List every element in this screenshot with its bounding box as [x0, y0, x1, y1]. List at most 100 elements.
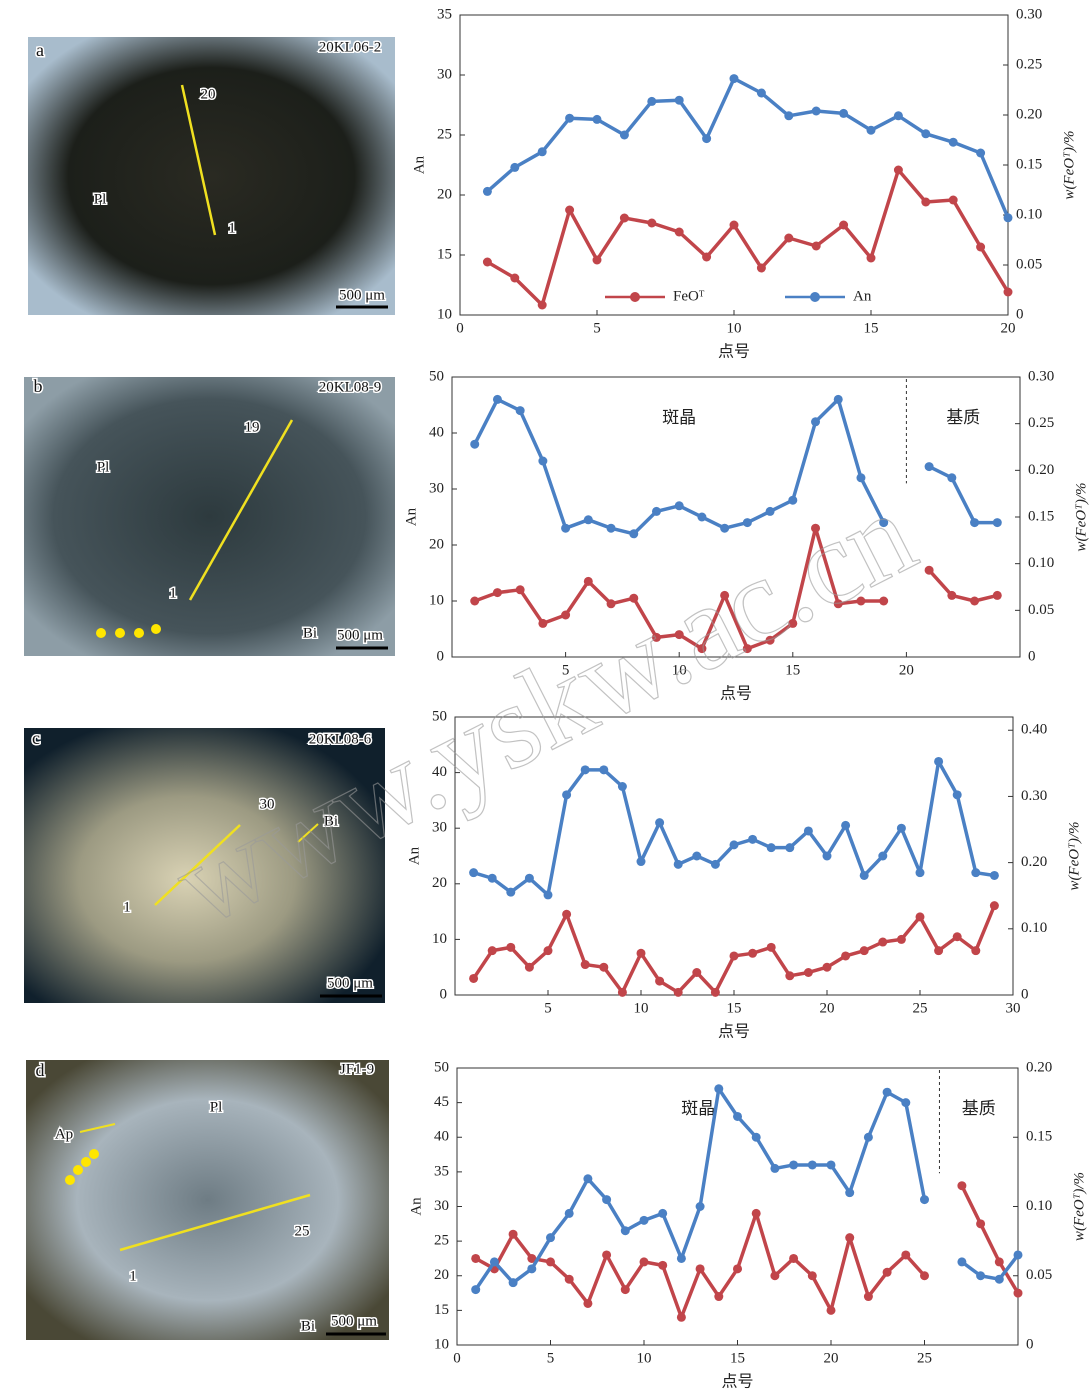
data-point: [658, 1208, 668, 1218]
y-tick-label: 0: [440, 986, 448, 1002]
data-point: [673, 987, 683, 997]
data-point: [561, 610, 571, 620]
y-tick-label: 45: [434, 1094, 449, 1110]
x-tick-label: 5: [562, 662, 570, 678]
data-point: [952, 790, 962, 800]
y2-tick-label: 0.15: [1026, 1129, 1052, 1145]
y-tick-label: 20: [434, 1267, 449, 1283]
data-point: [565, 205, 575, 215]
panel-letter: c: [32, 728, 40, 748]
y-tick-label: 40: [434, 1129, 449, 1145]
data-point: [506, 887, 516, 897]
data-point: [952, 932, 962, 942]
photos: [24, 37, 395, 1340]
data-point: [879, 518, 889, 528]
x-tick-label: 0: [456, 320, 464, 336]
y2-tick-label: 0.10: [1028, 555, 1054, 571]
y-tick-label: 10: [429, 592, 444, 608]
data-point: [839, 108, 849, 118]
chart: 0 5 10 15 20 25 10 15 20 25 30 35 40 45 50 0 0.05 0.10 0.1…: [408, 1059, 1087, 1390]
data-point: [807, 1160, 817, 1170]
data-point: [583, 1174, 593, 1184]
data-point: [655, 818, 665, 828]
y-tick-label: 15: [434, 1302, 449, 1318]
x-tick-label: 10: [634, 1000, 649, 1016]
data-point: [602, 1195, 612, 1205]
data-point: [636, 948, 646, 958]
data-point: [508, 1229, 518, 1239]
y2-tick-label: 0.05: [1026, 1267, 1052, 1283]
data-point: [976, 1271, 986, 1281]
annotation: 基质: [962, 1099, 996, 1118]
sample-id: 20KL08-6: [309, 731, 372, 747]
data-point: [538, 618, 548, 628]
data-point: [606, 599, 616, 609]
data-point: [807, 1271, 817, 1281]
data-point: [729, 220, 739, 230]
data-point: [811, 241, 821, 251]
data-point: [766, 843, 776, 853]
legend-label: FeOᵀ: [673, 288, 705, 304]
y-tick-label: 25: [437, 126, 452, 142]
data-point: [510, 162, 520, 172]
y-tick-label: 25: [434, 1233, 449, 1249]
data-point: [833, 394, 843, 404]
sample-id: 20KL08-9: [319, 379, 382, 395]
photomicrograph: [24, 377, 395, 656]
data-point: [629, 529, 639, 539]
x-tick-label: 10: [637, 1350, 652, 1366]
photomicrograph: [24, 728, 385, 1003]
x-tick-label: 5: [593, 320, 601, 336]
data-point: [651, 506, 661, 516]
y-tick-label: 10: [434, 1336, 449, 1352]
profile-line: [154, 824, 241, 906]
data-point: [562, 790, 572, 800]
data-point: [546, 1257, 555, 1267]
scale-label: 500 μm: [339, 287, 385, 303]
data-point: [580, 765, 590, 775]
y2-tick-label: 0.30: [1028, 368, 1054, 384]
data-point: [859, 946, 869, 956]
data-point: [856, 473, 866, 483]
data-point: [702, 252, 712, 262]
photo-label: Ap: [55, 1126, 73, 1142]
data-point: [863, 1132, 873, 1142]
data-point: [921, 129, 931, 139]
data-point: [510, 273, 520, 283]
series-line: [474, 1087, 1020, 1291]
data-point: [839, 220, 849, 230]
data-point: [920, 1195, 929, 1205]
y2-axis-label: w(FeOᵀ)/%: [1071, 1172, 1087, 1241]
x-tick-label: 15: [864, 320, 879, 336]
data-point: [770, 1163, 780, 1173]
photo-label: 1: [228, 220, 236, 236]
x-tick-label: 25: [917, 1350, 932, 1366]
y-tick-label: 10: [432, 931, 447, 947]
annotation: 基质: [946, 408, 980, 427]
photo-label: Pl: [94, 191, 107, 207]
data-point: [765, 506, 775, 516]
data-point: [537, 300, 547, 310]
x-tick-label: 15: [730, 1350, 745, 1366]
y-axis-label: An: [403, 507, 419, 526]
data-point: [729, 74, 739, 84]
plot-frame: [459, 14, 1009, 316]
data-point: [470, 439, 480, 449]
x-tick-label: 20: [1001, 320, 1016, 336]
data-point: [714, 1292, 724, 1302]
y-tick-label: 40: [432, 764, 447, 780]
photo-label: Bi: [324, 813, 338, 829]
y-tick-label: 50: [429, 368, 444, 384]
y-tick-label: 50: [434, 1059, 449, 1075]
data-point: [845, 1233, 855, 1243]
y-axis-label: An: [411, 155, 427, 174]
data-point: [822, 851, 832, 861]
chart: 5 10 15 20 0 10 20 30 40 50 0 0.05 0.10 0.15 0.20 0.25 0…: [403, 368, 1089, 702]
data-point: [583, 1298, 593, 1308]
data-point: [629, 593, 639, 603]
data-point: [789, 1160, 799, 1170]
data-point: [756, 88, 766, 98]
x-tick-label: 10: [727, 320, 742, 336]
y2-axis-label: w(FeOᵀ)/%: [1066, 821, 1082, 890]
data-point: [676, 1253, 686, 1263]
